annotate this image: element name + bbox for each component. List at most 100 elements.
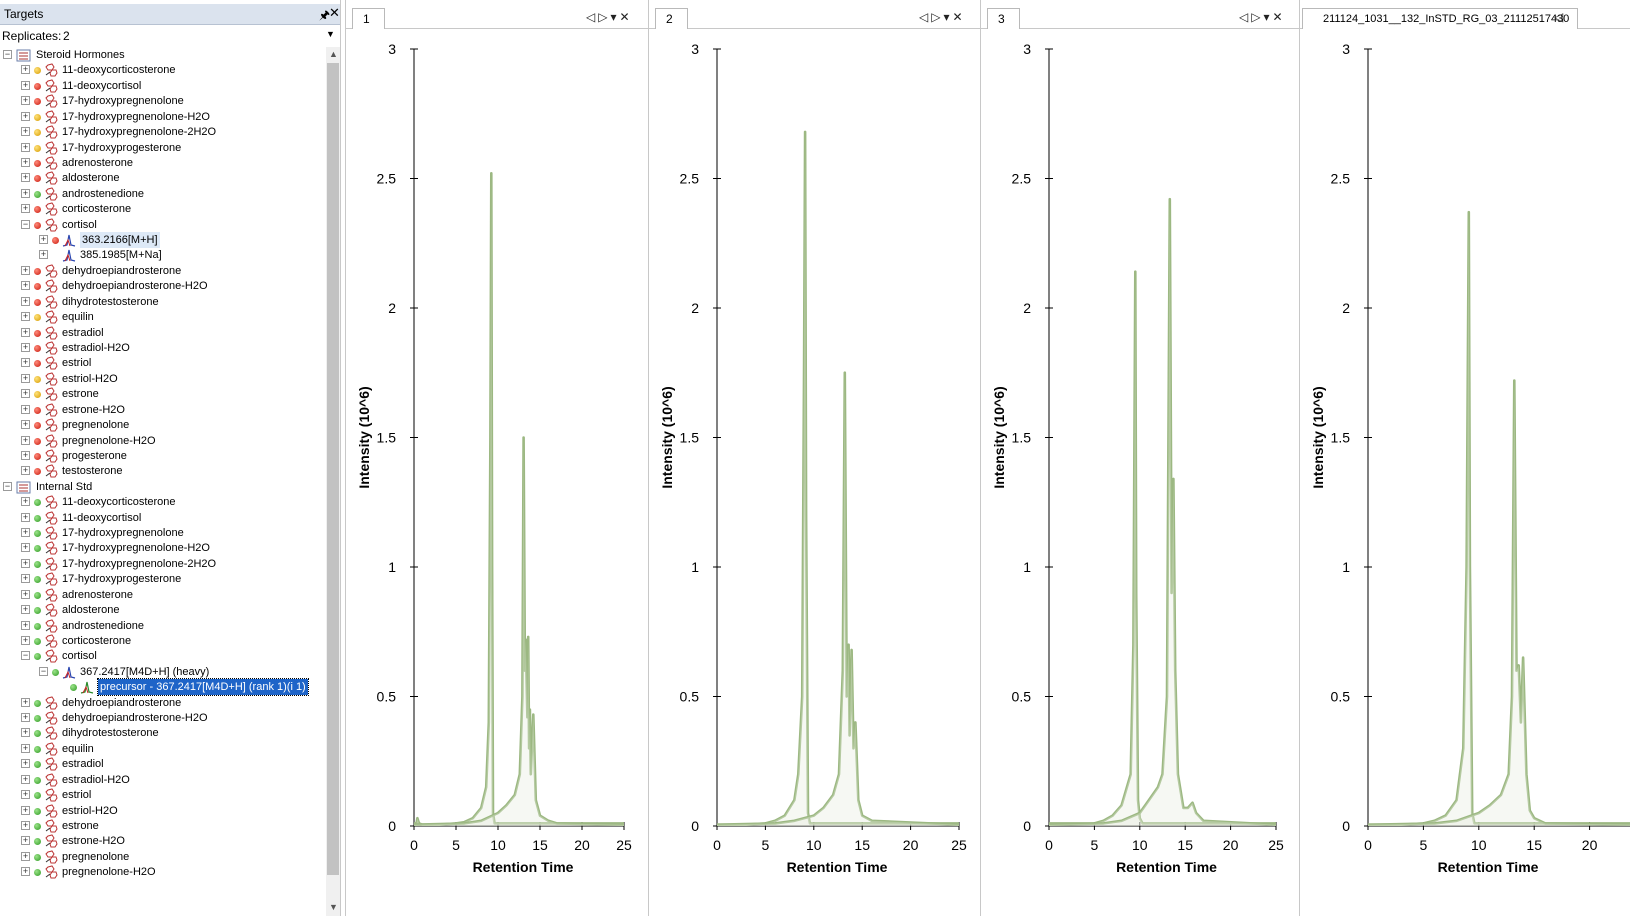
expand-icon[interactable]: + <box>21 789 30 800</box>
collapse-icon[interactable]: − <box>21 650 30 661</box>
tree-item[interactable]: + estriol <box>0 355 326 371</box>
expand-icon[interactable]: + <box>21 866 30 877</box>
tree-item[interactable]: +17-hydroxypregnenolone <box>0 525 326 541</box>
expand-icon[interactable]: + <box>39 234 48 245</box>
tree-item[interactable]: + pregnenolone-H2O <box>0 433 326 449</box>
expand-icon[interactable]: + <box>21 557 30 568</box>
expand-icon[interactable]: + <box>21 79 30 90</box>
targets-tree[interactable]: − Steroid Hormones +11-deoxycorticosterone… <box>0 47 326 916</box>
tab-controls[interactable]: ◁▷▾✕ <box>919 10 966 24</box>
tree-item[interactable]: + dihydrotestosterone <box>0 725 326 741</box>
tree-item[interactable]: + adrenosterone <box>0 155 326 171</box>
tree-item[interactable]: + estradiol <box>0 756 326 772</box>
tree-item[interactable]: +363.2166[M+H] <box>0 232 326 249</box>
expand-icon[interactable]: + <box>21 449 30 460</box>
expand-icon[interactable]: + <box>21 95 30 106</box>
tab-next-icon[interactable]: ▷ <box>598 10 611 24</box>
expand-icon[interactable]: + <box>21 403 30 414</box>
tab-prev-icon[interactable]: ◁ <box>586 10 599 24</box>
expand-icon[interactable]: + <box>21 156 30 167</box>
expand-icon[interactable]: + <box>21 573 30 584</box>
expand-icon[interactable]: + <box>21 604 30 615</box>
collapse-icon[interactable]: − <box>3 49 12 59</box>
dropdown-arrow-icon[interactable]: ▼ <box>326 29 335 39</box>
tree-item[interactable]: + pregnenolone <box>0 849 326 865</box>
expand-icon[interactable]: + <box>21 372 30 383</box>
tree-item[interactable]: + equilin <box>0 309 326 325</box>
scroll-up-icon[interactable]: ▲ <box>329 49 338 59</box>
tree-item[interactable]: + estriol-H2O <box>0 371 326 387</box>
expand-icon[interactable]: + <box>21 758 30 769</box>
tree-item[interactable]: + androstenedione <box>0 618 326 634</box>
expand-icon[interactable]: + <box>21 712 30 723</box>
tree-item[interactable]: + adrenosterone <box>0 587 326 603</box>
collapse-icon[interactable]: − <box>39 665 48 676</box>
expand-icon[interactable]: + <box>21 542 30 553</box>
tree-item[interactable]: + equilin <box>0 741 326 757</box>
tree-item[interactable]: + dehydroepiandrosterone-H2O <box>0 278 326 294</box>
scroll-down-icon[interactable]: ▼ <box>329 902 338 912</box>
tree-item[interactable]: + estrone <box>0 386 326 402</box>
tab-graph[interactable]: 1 <box>352 8 385 29</box>
tree-item[interactable]: precursor - 367.2417[M4D+H] (rank 1)(i 1… <box>0 678 326 697</box>
tree-item[interactable]: + corticosterone <box>0 633 326 649</box>
tree-item[interactable]: +17-hydroxypregnenolone-2H2O <box>0 556 326 572</box>
tree-item[interactable]: + aldosterone <box>0 602 326 618</box>
tree-item[interactable]: + dihydrotestosterone <box>0 294 326 310</box>
expand-icon[interactable]: + <box>21 588 30 599</box>
expand-icon[interactable]: + <box>21 172 30 183</box>
tree-item[interactable]: + estradiol-H2O <box>0 772 326 788</box>
expand-icon[interactable]: + <box>21 742 30 753</box>
expand-icon[interactable]: + <box>21 465 30 476</box>
expand-icon[interactable]: + <box>21 203 30 214</box>
expand-icon[interactable]: + <box>21 295 30 306</box>
tree-item[interactable]: + estrone-H2O <box>0 833 326 849</box>
tree-item[interactable]: + progesterone <box>0 448 326 464</box>
tree-item[interactable]: +11-deoxycortisol <box>0 510 326 526</box>
tree-item[interactable]: + estradiol-H2O <box>0 340 326 356</box>
tree-item[interactable]: − cortisol <box>0 217 326 233</box>
tree-item[interactable]: +17-hydroxyprogesterone <box>0 571 326 587</box>
expand-icon[interactable]: + <box>21 341 30 352</box>
tab-next-icon[interactable]: ▷ <box>931 10 944 24</box>
tab-controls[interactable]: ◁▷▾✕ <box>1239 10 1286 24</box>
expand-icon[interactable]: + <box>21 280 30 291</box>
tree-item[interactable]: +11-deoxycorticosterone <box>0 62 326 78</box>
tab-close-icon[interactable]: ✕ <box>619 10 633 24</box>
tab-close-icon[interactable]: ✕ <box>1272 10 1286 24</box>
tree-item[interactable]: +385.1985[M+Na] <box>0 247 326 263</box>
expand-icon[interactable]: + <box>21 511 30 522</box>
tree-item[interactable]: − cortisol <box>0 648 326 664</box>
tab-prev-icon[interactable]: ◁ <box>1239 10 1252 24</box>
replicates-selector[interactable]: Replicates: 2 ▼ <box>0 26 340 46</box>
expand-icon[interactable]: + <box>21 419 30 430</box>
tab-menu-icon[interactable]: ▾ <box>610 10 620 24</box>
expand-icon[interactable]: + <box>21 804 30 815</box>
tab-graph[interactable]: 211124_1031__132_InSTD_RG_03_21112517430 <box>1302 8 1579 29</box>
tree-item[interactable]: + aldosterone <box>0 170 326 186</box>
tree-item[interactable]: +17-hydroxypregnenolone-2H2O <box>0 124 326 140</box>
tree-item[interactable]: +17-hydroxypregnenolone-H2O <box>0 109 326 125</box>
pin-icon[interactable]: 🖈︎ <box>319 8 331 22</box>
tree-item[interactable]: + androstenedione <box>0 186 326 202</box>
expand-icon[interactable]: + <box>21 357 30 368</box>
tree-item[interactable]: +17-hydroxyprogesterone <box>0 140 326 156</box>
expand-icon[interactable]: + <box>21 850 30 861</box>
expand-icon[interactable]: + <box>21 835 30 846</box>
close-icon[interactable]: ✕ <box>329 5 340 20</box>
tree-group[interactable]: − Internal Std <box>0 479 326 495</box>
tree-item[interactable]: + estriol <box>0 787 326 803</box>
tree-item[interactable]: + pregnenolone <box>0 417 326 433</box>
expand-icon[interactable]: + <box>21 326 30 337</box>
expand-icon[interactable]: + <box>39 249 48 260</box>
scroll-thumb[interactable] <box>327 63 339 875</box>
collapse-icon[interactable]: − <box>3 480 12 491</box>
tab-controls[interactable]: ◁▷▾✕ <box>586 10 633 24</box>
tab-next-icon[interactable]: ▷ <box>1251 10 1264 24</box>
tree-scrollbar[interactable]: ▲ ▼ <box>326 47 340 916</box>
tree-item[interactable]: +11-deoxycortisol <box>0 78 326 94</box>
